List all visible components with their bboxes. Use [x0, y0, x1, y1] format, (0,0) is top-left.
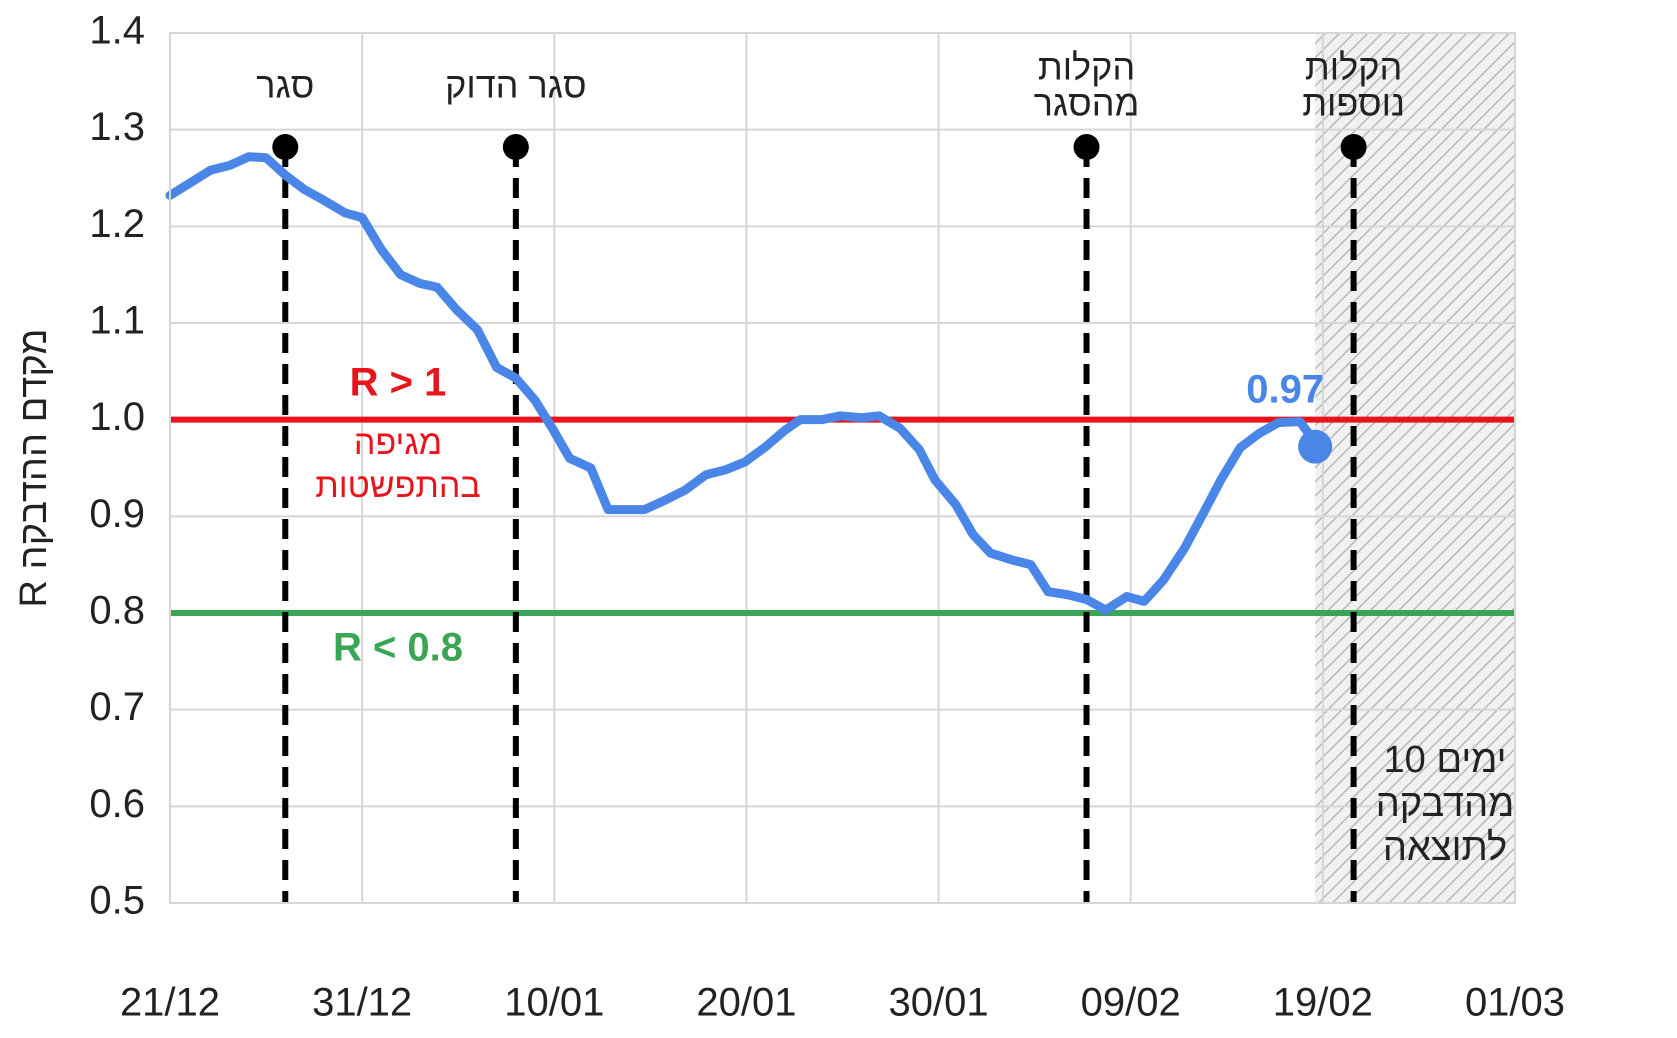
reference-note: מגיפה — [354, 424, 442, 462]
event-marker — [272, 134, 299, 160]
event-label: סגר הדוק — [445, 65, 586, 106]
y-tick-label: 0.6 — [89, 782, 145, 826]
end-point-label: 0.97 — [1246, 368, 1324, 412]
x-tick-label: 31/12 — [312, 981, 412, 1025]
x-tick-label: 21/12 — [120, 981, 220, 1025]
y-tick-label: 1.0 — [89, 395, 145, 439]
data-line — [165, 152, 1320, 615]
event-label: מהסגר — [1034, 83, 1140, 124]
event-marker — [1340, 134, 1367, 160]
y-tick-label: 1.4 — [89, 9, 145, 53]
forecast-label: מהדבקה — [1376, 783, 1515, 825]
event-marker — [502, 134, 529, 160]
x-tick-label: 19/02 — [1273, 981, 1373, 1025]
plot-frame — [169, 32, 1516, 904]
y-tick-label: 0.5 — [89, 879, 145, 923]
y-tick-label: 0.7 — [89, 685, 145, 729]
event-label: הקלות — [1305, 47, 1402, 88]
y-tick-label: 1.3 — [89, 105, 145, 149]
y-tick-label: 0.8 — [89, 589, 145, 633]
event-label: סגר — [256, 65, 314, 106]
y-axis-label: מקדם ההדבקה R — [13, 329, 55, 608]
x-tick-label: 01/03 — [1465, 981, 1565, 1025]
event-label: הקלות — [1038, 47, 1135, 88]
y-tick-label: 1.2 — [89, 202, 145, 246]
reference-note: בהתפשטות — [315, 467, 480, 505]
forecast-label: לתוצאה — [1383, 827, 1507, 869]
x-tick-label: 09/02 — [1081, 981, 1181, 1025]
y-tick-label: 1.1 — [89, 299, 145, 343]
x-tick-label: 30/01 — [889, 981, 989, 1025]
event-label: נוספות — [1302, 83, 1405, 124]
x-tick-label: 10/01 — [504, 981, 604, 1025]
reference-label: R > 1 — [350, 361, 447, 405]
reference-label: R < 0.8 — [333, 626, 463, 670]
event-marker — [1073, 134, 1100, 160]
y-tick-label: 0.9 — [89, 492, 145, 536]
forecast-region — [1315, 33, 1515, 903]
x-tick-label: 20/01 — [696, 981, 796, 1025]
forecast-label: 10 ימים — [1384, 739, 1507, 781]
end-point — [1298, 429, 1333, 464]
